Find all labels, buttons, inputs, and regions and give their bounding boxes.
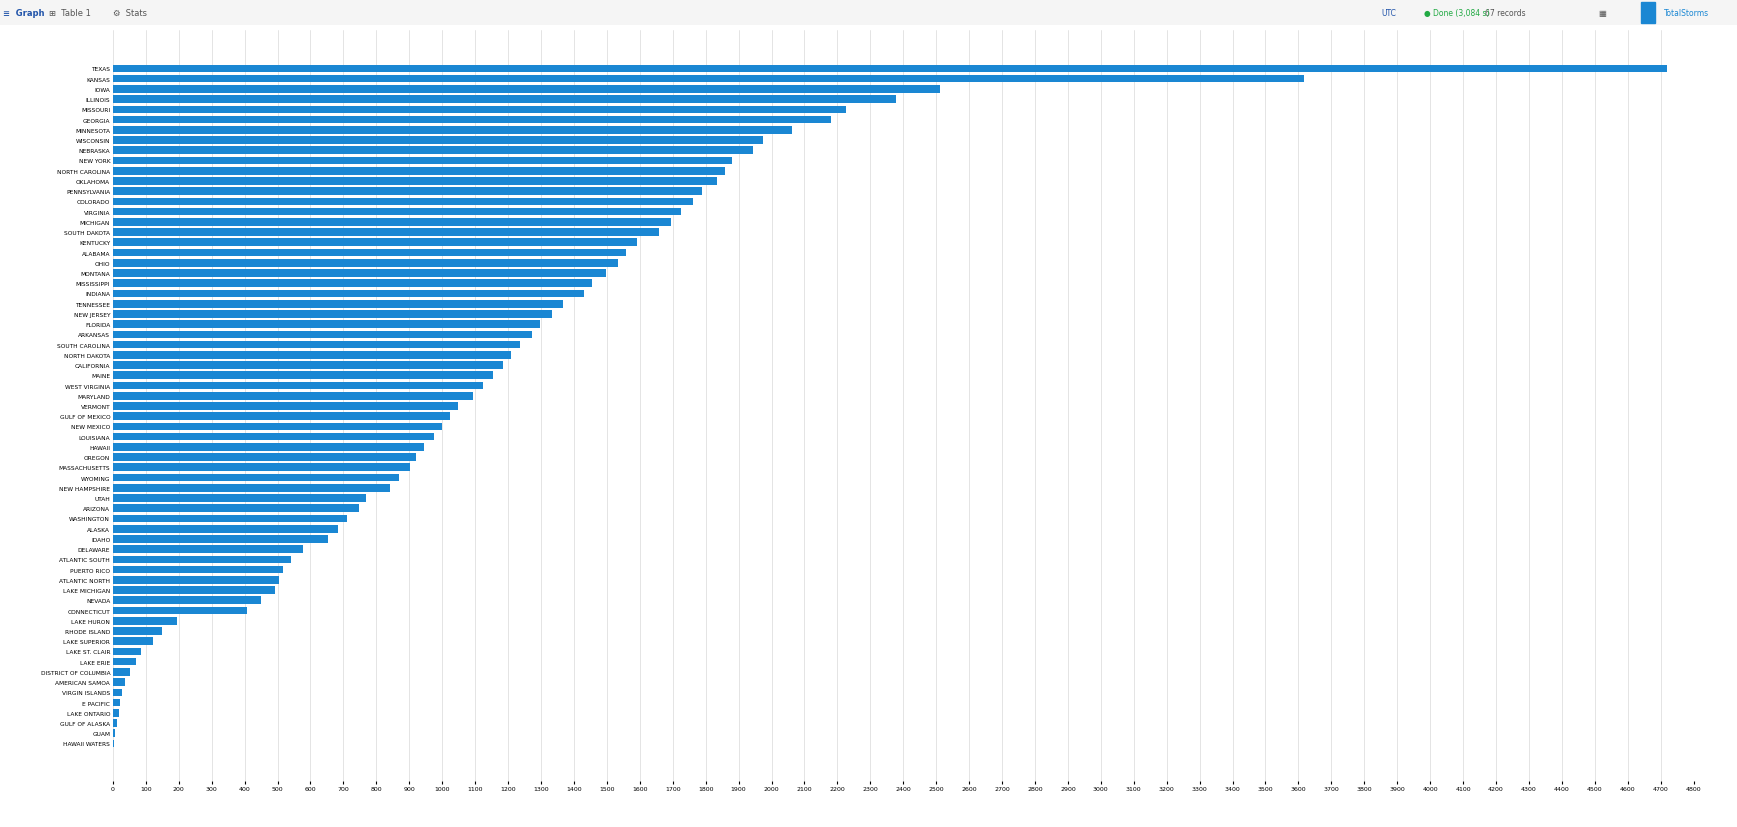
Bar (113, 311, 552, 318)
Bar (113, 65, 1666, 73)
Bar (113, 96, 896, 104)
Bar (113, 361, 504, 370)
Bar (113, 699, 120, 706)
Bar (113, 719, 116, 727)
Bar (113, 321, 540, 328)
Bar (113, 566, 283, 574)
Bar (113, 504, 358, 513)
Text: ⚙  Stats: ⚙ Stats (113, 9, 148, 17)
Text: TotalStorms: TotalStorms (1664, 9, 1709, 17)
Text: ▦: ▦ (1598, 9, 1607, 17)
Bar (113, 168, 724, 175)
Bar (113, 137, 763, 145)
Bar (113, 382, 483, 390)
Bar (113, 229, 658, 237)
Bar (113, 403, 457, 410)
Bar (113, 300, 563, 308)
Bar (113, 393, 472, 400)
Bar (113, 270, 606, 278)
Bar (113, 351, 511, 359)
Bar (113, 76, 1304, 84)
Bar (113, 638, 153, 645)
Bar (113, 535, 328, 543)
Bar (113, 198, 693, 206)
Bar (113, 689, 122, 696)
Bar (113, 331, 532, 339)
Bar (113, 525, 339, 533)
Bar (113, 86, 940, 93)
Bar (113, 628, 162, 635)
Bar (113, 464, 410, 471)
Bar (113, 372, 493, 380)
Bar (113, 678, 125, 686)
Bar (113, 127, 792, 135)
Bar (113, 219, 670, 227)
Bar (113, 147, 754, 155)
Bar (113, 433, 434, 441)
Bar (113, 413, 450, 420)
Bar (113, 648, 141, 656)
Bar (113, 515, 347, 523)
Bar (113, 239, 637, 246)
Bar (113, 607, 247, 614)
Bar (113, 729, 115, 737)
Bar (113, 260, 618, 267)
Bar (113, 495, 367, 502)
Bar (113, 443, 424, 452)
Bar (113, 188, 702, 196)
Bar (1641, 2, 1655, 24)
Bar (113, 576, 280, 584)
Bar (113, 342, 519, 349)
Text: ● Done (3,084 s): ● Done (3,084 s) (1424, 9, 1490, 17)
Bar (113, 107, 846, 114)
Bar (113, 250, 625, 257)
Bar (113, 178, 717, 185)
Bar (113, 617, 177, 625)
Bar (113, 117, 832, 124)
Bar (113, 423, 441, 431)
Text: ⊞  Table 1: ⊞ Table 1 (49, 9, 90, 17)
Bar (113, 668, 130, 676)
Bar (113, 290, 584, 298)
Bar (113, 208, 681, 216)
Text: UTC: UTC (1381, 9, 1397, 17)
Bar (113, 597, 262, 605)
Text: 67 records: 67 records (1485, 9, 1525, 17)
Bar (113, 658, 135, 666)
Bar (113, 474, 400, 482)
Text: ≡  Graph: ≡ Graph (3, 9, 45, 17)
Bar (113, 586, 274, 594)
Bar (113, 546, 304, 553)
Bar (113, 280, 592, 288)
Bar (113, 709, 118, 717)
Bar (113, 454, 417, 461)
Bar (113, 485, 389, 492)
Bar (113, 556, 290, 563)
Bar (113, 157, 733, 165)
